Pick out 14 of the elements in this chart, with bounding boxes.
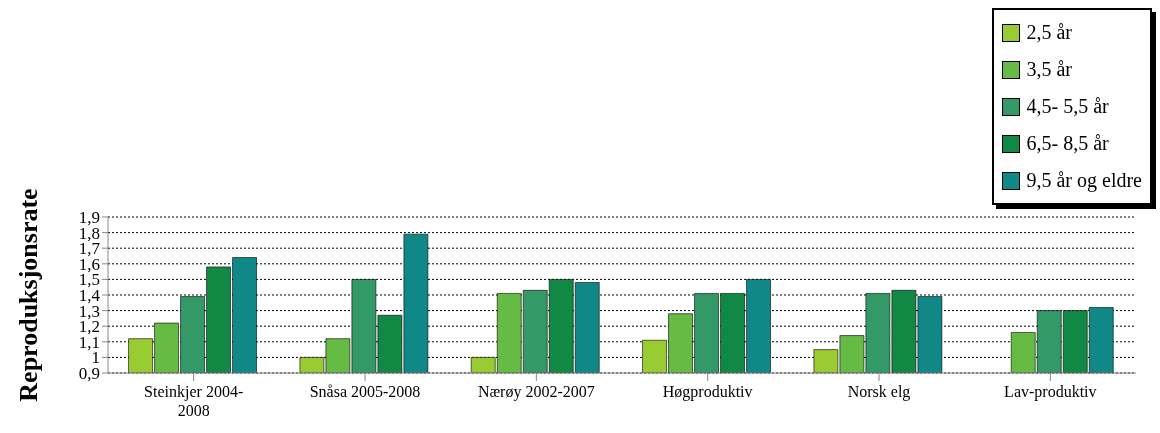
- x-tick-label: Høgproduktiv: [662, 383, 753, 401]
- x-tick-label: Steinkjer 2004-2008: [144, 383, 244, 419]
- legend-label: 4,5- 5,5 år: [1026, 95, 1109, 118]
- x-tick-label: Snåsa 2005-2008: [309, 383, 421, 400]
- y-tick-label: 1,9: [78, 208, 100, 228]
- legend-label: 2,5 år: [1026, 21, 1073, 44]
- y-tick-label: 1,4: [78, 286, 101, 306]
- legend-label: 3,5 år: [1026, 58, 1073, 81]
- x-tick-label: Nærøy 2002-2007: [477, 383, 595, 401]
- x-tick-label: Norsk elg: [847, 383, 911, 401]
- legend-label: 6,5- 8,5 år: [1026, 132, 1109, 155]
- y-axis-title: Reproduksjonsrate: [14, 188, 44, 402]
- legend-label: 9,5 år og eldre: [1026, 169, 1142, 192]
- x-tick-label: Lav-produktiv: [1004, 383, 1097, 401]
